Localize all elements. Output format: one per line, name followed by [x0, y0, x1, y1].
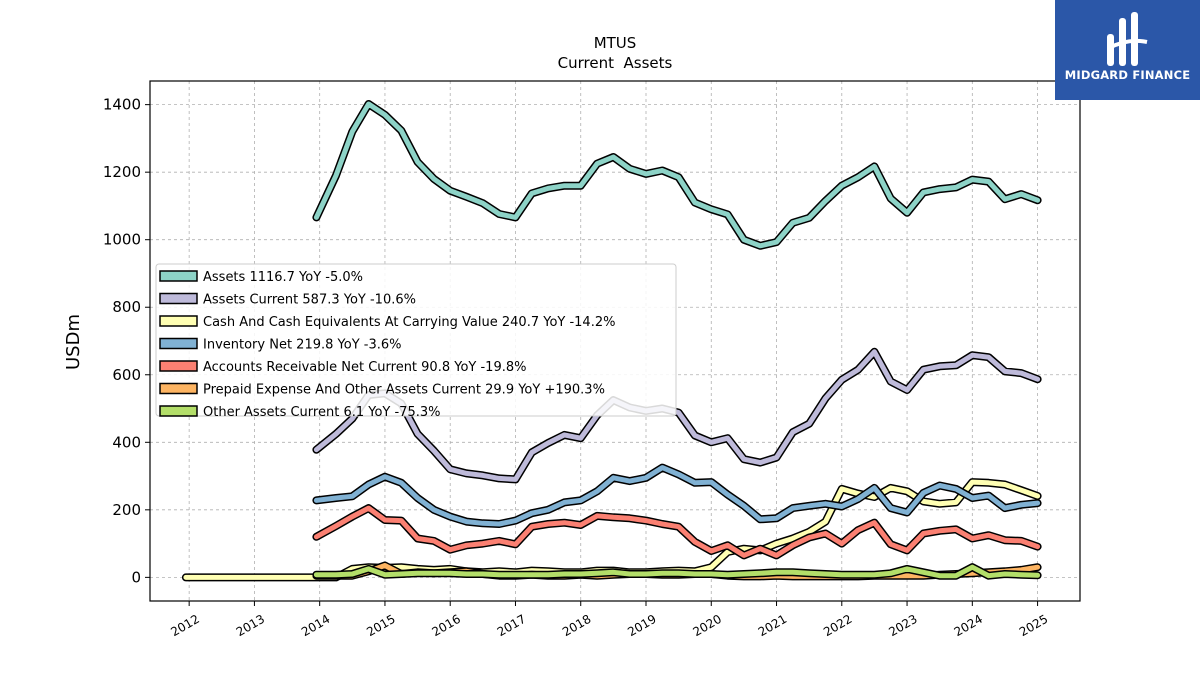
- x-tick-label: 2016: [429, 612, 462, 639]
- legend-swatch: [159, 382, 198, 395]
- series-accounts-receivable-net-current: [312, 504, 1042, 560]
- x-tick-label: 2025: [1017, 612, 1050, 639]
- series-line-outline: [181, 478, 1042, 582]
- x-tick-label: 2017: [495, 612, 528, 639]
- brand-logo: MIDGARD FINANCE: [1055, 0, 1200, 100]
- legend-item: Other Assets Current 6.1 YoY -75.3%: [203, 405, 440, 420]
- y-tick-label: 400: [112, 433, 141, 451]
- y-tick-label: 1000: [103, 231, 141, 249]
- y-tick-label: 0: [131, 568, 141, 586]
- series-lines: [181, 100, 1042, 582]
- y-tick-label: 800: [112, 298, 141, 316]
- chart-subtitle: Current Assets: [558, 54, 673, 72]
- y-axis-label: USDm: [63, 314, 84, 370]
- x-tick-label: 2023: [886, 612, 919, 639]
- series-inventory-net: [312, 463, 1042, 528]
- legend-item: Cash And Cash Equivalents At Carrying Va…: [203, 315, 615, 330]
- legend-swatch: [159, 315, 198, 327]
- x-tick-label: 2013: [234, 612, 267, 639]
- x-tick-label: 2012: [168, 612, 201, 639]
- grid: [150, 81, 1080, 601]
- series-line: [313, 101, 1041, 249]
- series-line: [313, 505, 1041, 558]
- brand-name: MIDGARD FINANCE: [1064, 68, 1191, 82]
- legend-swatch: [159, 270, 198, 282]
- legend-item: Assets Current 587.3 YoY -10.6%: [203, 293, 416, 308]
- x-tick-label: 2019: [625, 612, 658, 639]
- legend-item: Prepaid Expense And Other Assets Current…: [203, 383, 605, 398]
- series-other-assets-current: [312, 563, 1042, 580]
- y-tick-label: 200: [112, 501, 141, 519]
- series-line: [313, 349, 1041, 482]
- x-tick-label: 2020: [691, 612, 724, 639]
- legend-item: Assets 1116.7 YoY -5.0%: [203, 270, 363, 285]
- series-cash-and-cash-equivalents-at-carrying-value: [181, 478, 1042, 582]
- y-tick-label: 600: [112, 366, 141, 384]
- legend-box: [155, 263, 677, 417]
- y-tick-label: 1200: [103, 163, 141, 181]
- x-tick-label: 2014: [299, 612, 332, 639]
- legend-swatch: [159, 292, 198, 305]
- legend-item: Inventory Net 219.8 YoY -3.6%: [203, 338, 402, 353]
- x-tick-label: 2022: [821, 612, 854, 639]
- chart-title: MTUS: [594, 34, 637, 52]
- plot-frame: [149, 80, 1081, 602]
- logo-mark-icon: [1107, 12, 1148, 66]
- x-tick-label: 2015: [364, 612, 397, 639]
- series-line: [313, 465, 1041, 527]
- legend-item: Accounts Receivable Net Current 90.8 YoY…: [203, 360, 526, 375]
- x-tick-label: 2021: [756, 612, 789, 639]
- legend-swatch: [159, 405, 198, 417]
- y-tick-label: 1400: [103, 96, 141, 114]
- legend-swatch: [159, 337, 198, 350]
- series-line: [313, 564, 1041, 579]
- series-assets-current: [312, 347, 1042, 484]
- series-assets: [312, 100, 1042, 250]
- x-tick-label: 2018: [560, 612, 593, 639]
- x-tick-label: 2024: [952, 612, 985, 639]
- legend-swatch: [159, 360, 198, 372]
- legend: Assets 1116.7 YoY -5.0% Assets Current 58…: [155, 263, 677, 420]
